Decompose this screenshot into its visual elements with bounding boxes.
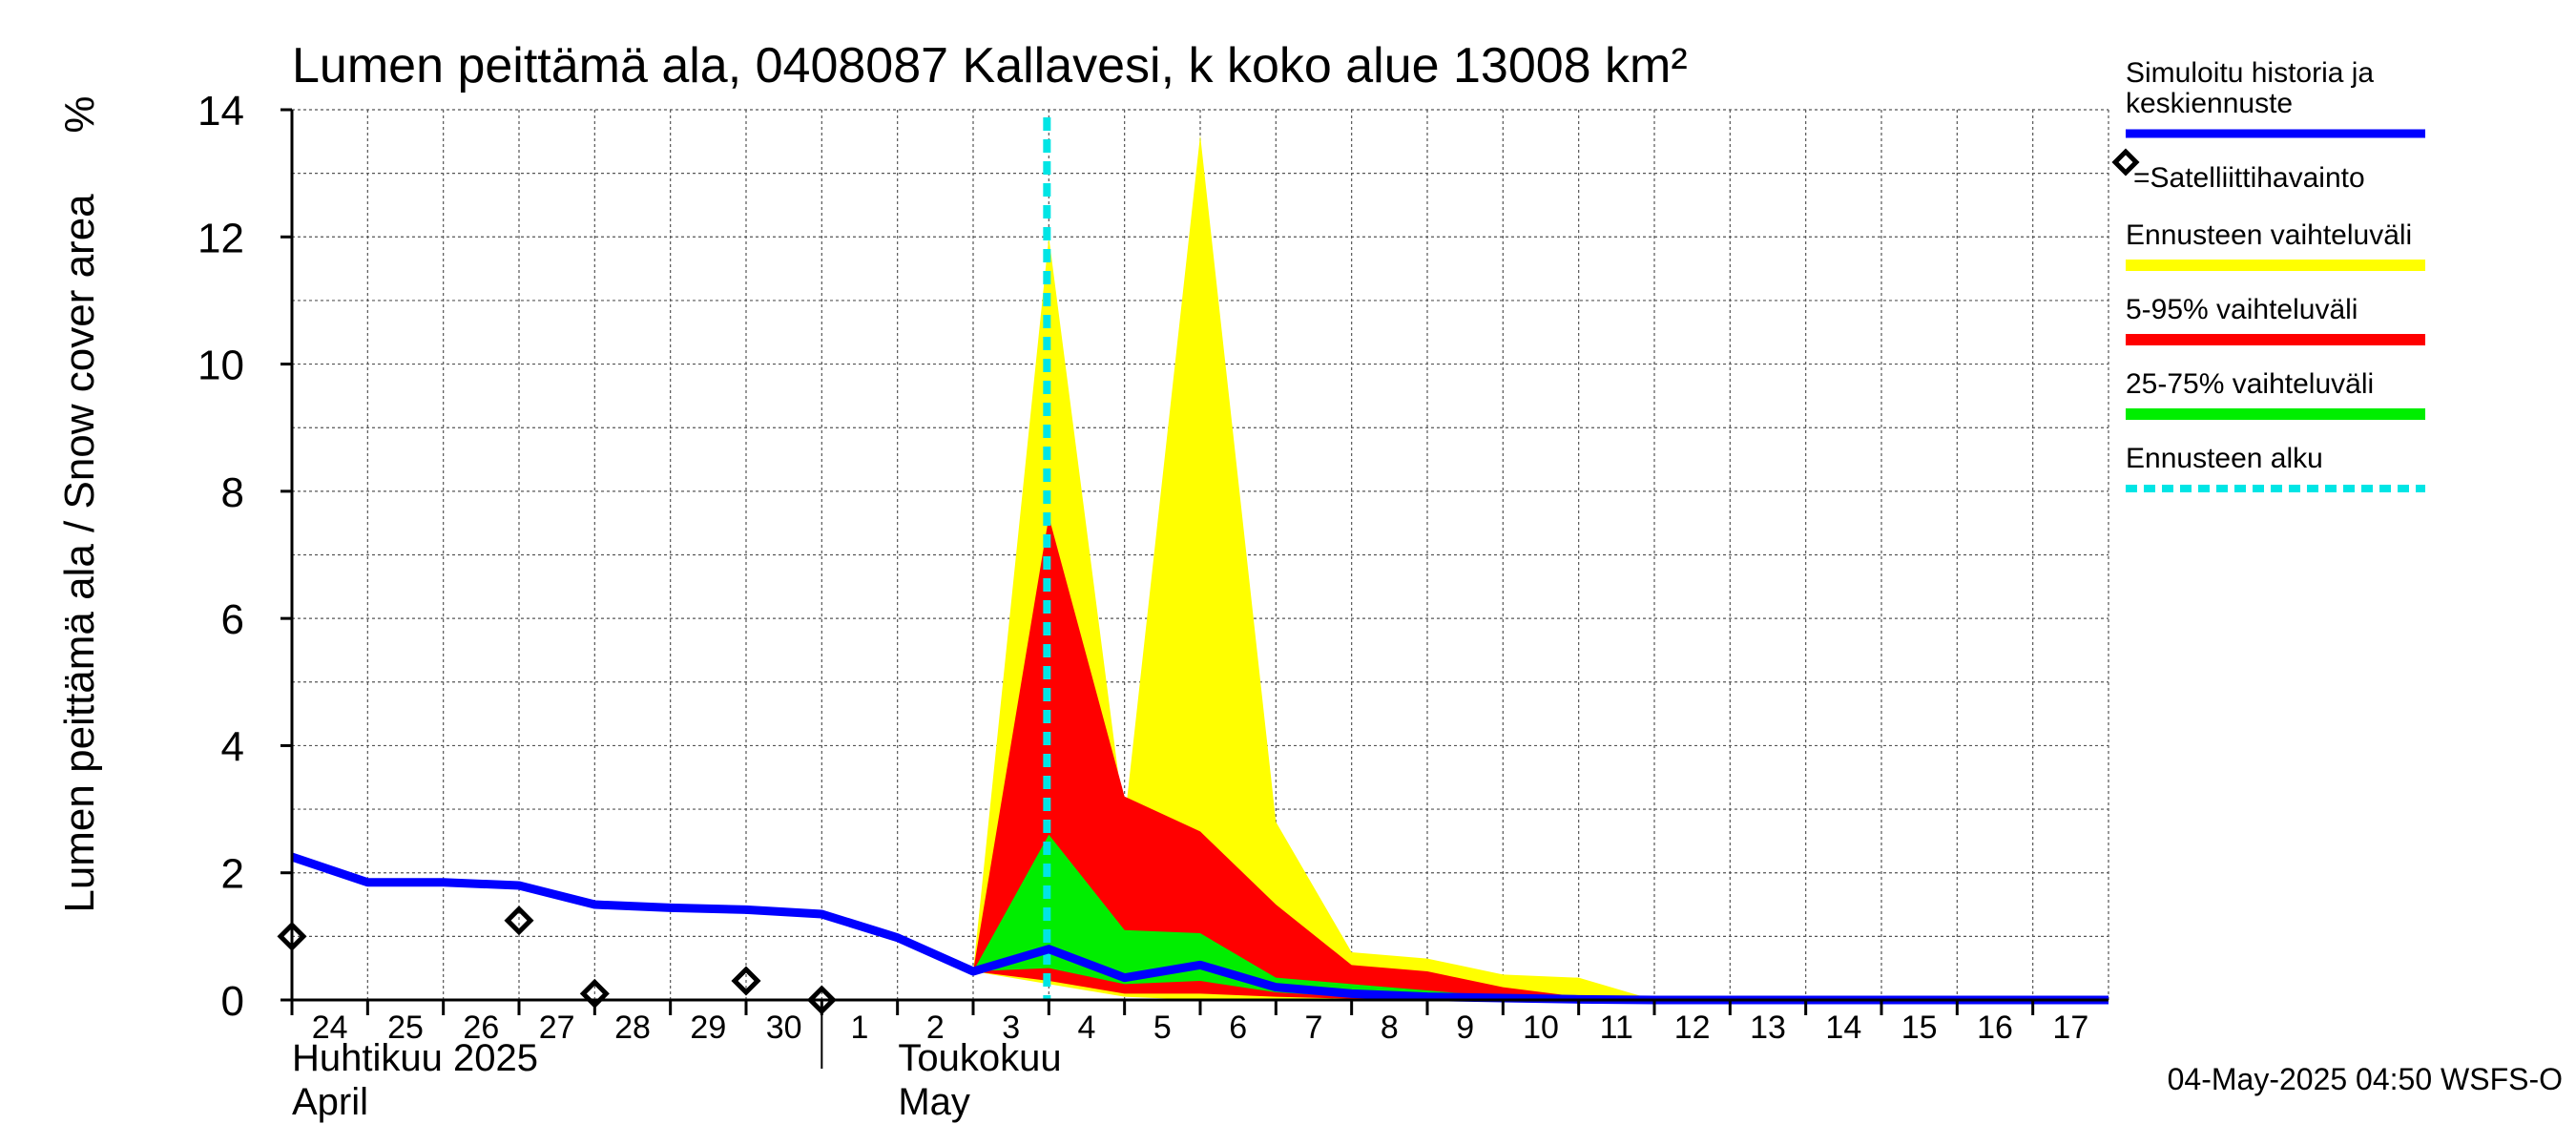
chart-title: Lumen peittämä ala, 0408087 Kallavesi, k… — [292, 38, 1688, 94]
x-tick-label: 4 — [1078, 1010, 1096, 1046]
x-tick-label: 8 — [1381, 1010, 1399, 1046]
band-5-95-vaihteluv-li — [973, 516, 1654, 1000]
y-tick-label: 6 — [221, 596, 244, 643]
x-tick-label: 14 — [1825, 1010, 1861, 1046]
x-tick-label: 5 — [1153, 1010, 1172, 1046]
x-tick-label: 29 — [690, 1010, 726, 1046]
x-tick-label: 24 — [312, 1010, 348, 1046]
legend-label-mean-cont: keskiennuste — [2126, 88, 2293, 119]
x-tick-label: 28 — [614, 1010, 651, 1046]
month-label-fi: Toukokuu — [898, 1037, 1061, 1079]
month-label-en: May — [898, 1081, 970, 1123]
forecast-bands — [973, 117, 1654, 1000]
y-tick-label: 2 — [221, 851, 244, 898]
x-tick-label: 2 — [926, 1010, 945, 1046]
legend-label-observation: =Satelliittihavainto — [2133, 162, 2365, 194]
x-tick-label: 13 — [1750, 1010, 1786, 1046]
x-tick-label: 17 — [2052, 1010, 2088, 1046]
month-label-en: April — [292, 1081, 368, 1123]
legend-label-forecast-start: Ennusteen alku — [2126, 443, 2323, 474]
x-tick-label: 26 — [463, 1010, 499, 1046]
x-tick-label: 10 — [1523, 1010, 1559, 1046]
legend-label-range: Ennusteen vaihteluväli — [2126, 219, 2412, 251]
x-tick-label: 25 — [387, 1010, 424, 1046]
y-tick-label: 14 — [197, 88, 244, 135]
timestamp: 04-May-2025 04:50 WSFS-O — [2168, 1062, 2563, 1096]
x-tick-label: 3 — [1002, 1010, 1020, 1046]
x-tick-label: 11 — [1600, 1010, 1633, 1046]
x-tick-label: 30 — [766, 1010, 802, 1046]
satellite-observation-point — [731, 966, 761, 996]
y-tick-label: 0 — [221, 978, 244, 1025]
y-tick-label: 8 — [221, 469, 244, 516]
x-tick-label: 16 — [1977, 1010, 2013, 1046]
month-label-fi: Huhtikuu 2025 — [292, 1037, 538, 1079]
x-tick-label: 15 — [1901, 1010, 1938, 1046]
mean-series-line — [290, 852, 2109, 1005]
band-ennusteen-vaihteluv-li — [973, 135, 1654, 1000]
legend-label-5-95: 5-95% vaihteluväli — [2126, 294, 2358, 325]
legend-label-mean: Simuloitu historia ja — [2126, 57, 2374, 89]
x-tick-label: 9 — [1456, 1010, 1474, 1046]
y-tick-label: 10 — [197, 343, 244, 389]
legend-swatch-observation — [2111, 148, 2140, 177]
satellite-observation-point — [504, 906, 534, 936]
y-axis-unit: % — [56, 95, 103, 133]
x-tick-label: 12 — [1674, 1010, 1711, 1046]
legend-label-25-75: 25-75% vaihteluväli — [2126, 368, 2374, 400]
y-axis-label: Lumen peittämä ala / Snow cover area — [56, 194, 103, 913]
x-tick-label: 1 — [851, 1010, 869, 1046]
y-tick-label: 4 — [221, 723, 244, 770]
y-tick-label: 12 — [197, 215, 244, 261]
x-tick-label: 27 — [539, 1010, 575, 1046]
band-25-75-vaihteluv-li — [973, 834, 1654, 1000]
x-tick-label: 6 — [1229, 1010, 1247, 1046]
x-tick-label: 7 — [1305, 1010, 1323, 1046]
